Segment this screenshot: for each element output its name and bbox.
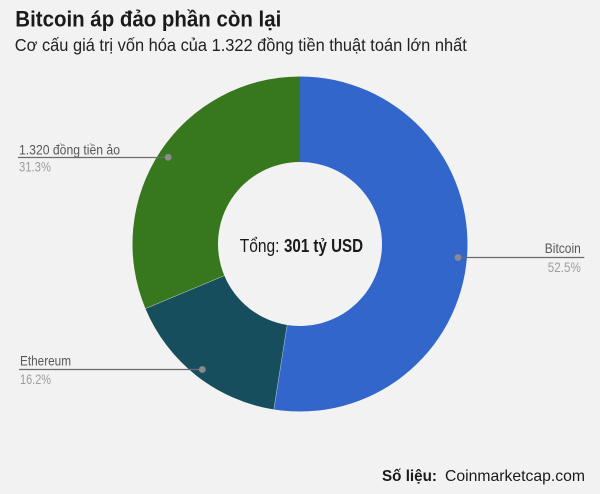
svg-text:Ethereum: Ethereum [20, 353, 71, 369]
svg-text:16.2%: 16.2% [20, 371, 51, 387]
svg-text:52.5%: 52.5% [548, 259, 581, 275]
svg-text:Bitcoin: Bitcoin [545, 240, 581, 256]
svg-text:Số liệu:: Số liệu: [382, 468, 437, 485]
svg-text:Bitcoin áp đảo phần còn lại: Bitcoin áp đảo phần còn lại [15, 6, 281, 31]
svg-text:31.3%: 31.3% [19, 159, 51, 175]
svg-text:Coinmarketcap.com: Coinmarketcap.com [445, 468, 585, 485]
svg-text:1.320 đồng tiền ảo: 1.320 đồng tiền ảo [19, 141, 120, 157]
svg-text:301 tỷ USD: 301 tỷ USD [284, 235, 363, 256]
svg-text:Tổng:: Tổng: [240, 235, 280, 256]
svg-text:Cơ cấu giá trị vốn hóa của 1.3: Cơ cấu giá trị vốn hóa của 1.322 đồng ti… [15, 35, 467, 55]
